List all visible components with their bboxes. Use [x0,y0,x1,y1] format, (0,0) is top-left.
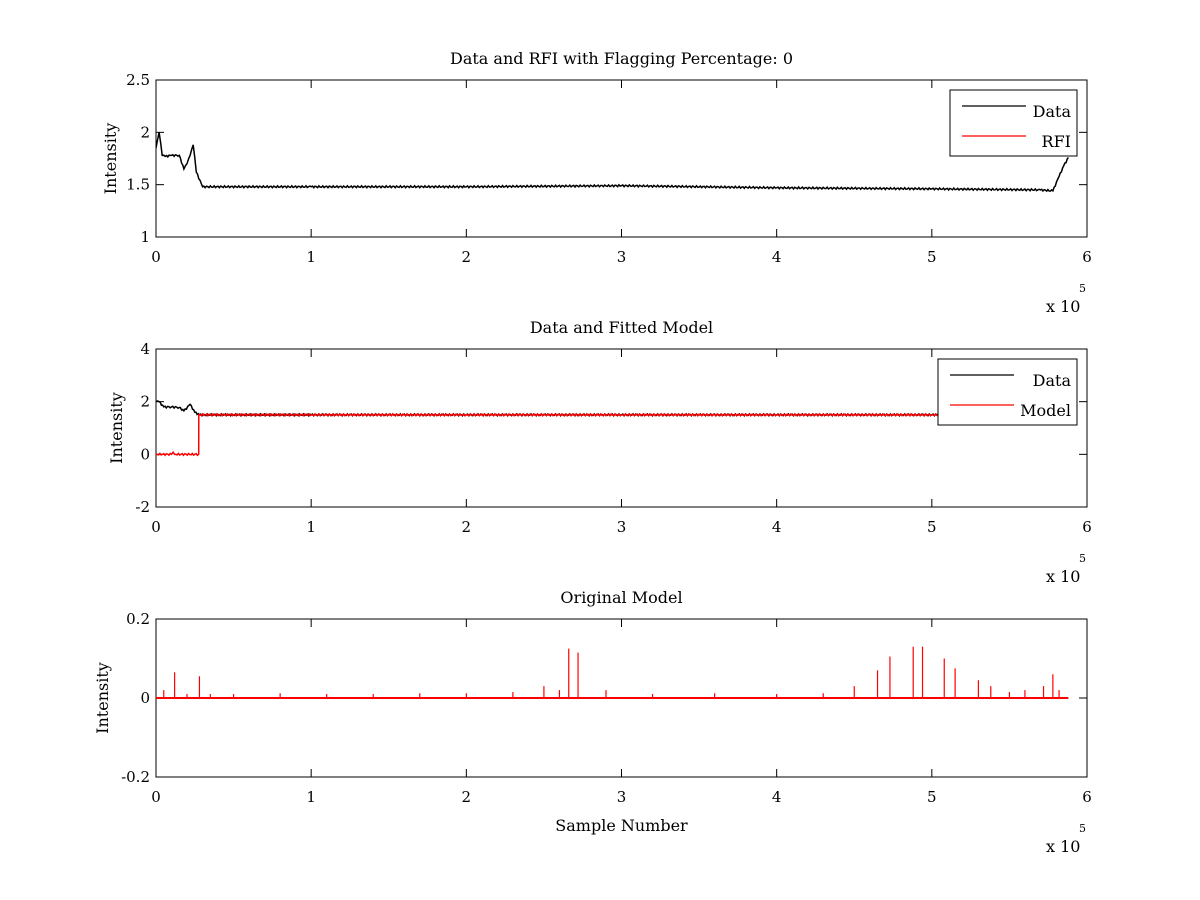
plot-area [156,646,1069,699]
y-tick-label: 0 [140,689,150,707]
x-tick-label: 5 [927,248,937,266]
x-tick-label: 6 [1082,518,1092,536]
x-multiplier: x 10 [1046,297,1080,316]
y-tick-label: -2 [135,498,150,516]
y-tick-label: 2.5 [126,71,150,89]
x-tick-label: 3 [617,518,627,536]
x-tick-label: 1 [306,248,316,266]
y-tick-label: 1 [140,228,150,246]
x-multiplier-exponent: 5 [1079,552,1086,565]
y-tick-label: 2 [140,123,150,141]
x-tick-label: 0 [151,788,161,806]
y-axis-label: Intensity [93,662,112,734]
legend: Data Model [937,358,1078,426]
series-line-model [156,412,1069,457]
x-tick-label: 0 [151,248,161,266]
x-tick-label: 1 [306,518,316,536]
x-tick-label: 6 [1082,788,1092,806]
x-tick-label: 4 [772,518,782,536]
subplot-title: Data and RFI with Flagging Percentage: 0 [450,49,793,68]
subplot-title: Data and Fitted Model [530,318,713,337]
x-tick-label: 5 [927,518,937,536]
legend: Data RFI [949,89,1078,157]
y-tick-label: 1.5 [126,176,150,194]
x-tick-label: 3 [617,248,627,266]
plot-area [156,132,1069,193]
x-tick-label: 4 [772,788,782,806]
subplot-1: Data and RFI with Flagging Percentage: 0… [101,49,1092,316]
y-tick-label: 2 [140,393,150,411]
x-tick-label: 2 [462,518,472,536]
legend-box [949,89,1078,157]
y-axis-label: Intensity [107,392,126,464]
x-tick-label: 0 [151,518,161,536]
y-axis-label: Intensity [101,123,120,195]
series-line-data [156,132,1069,193]
x-multiplier-exponent: 5 [1079,282,1086,295]
legend-label: Model [1020,401,1071,420]
axes-box [155,348,1088,508]
x-axis-label: Sample Number [555,816,688,835]
y-tick-label: 4 [140,340,150,358]
x-tick-label: 4 [772,248,782,266]
x-tick-label: 3 [617,788,627,806]
axes-box [155,79,1088,238]
x-tick-label: 2 [462,248,472,266]
legend-label: RFI [1042,132,1071,151]
x-tick-label: 1 [306,788,316,806]
subplot-title: Original Model [560,588,682,607]
x-multiplier-exponent: 5 [1079,822,1086,835]
legend-label: Data [1033,371,1072,390]
y-tick-label: 0.2 [126,610,150,628]
plot-area [156,400,1069,457]
x-multiplier: x 10 [1046,837,1080,856]
x-tick-label: 5 [927,788,937,806]
y-tick-label: -0.2 [121,768,150,786]
x-tick-label: 6 [1082,248,1092,266]
legend-box [937,358,1078,426]
x-multiplier: x 10 [1046,567,1080,586]
x-tick-label: 2 [462,788,472,806]
legend-label: Data [1033,102,1072,121]
y-tick-label: 0 [140,445,150,463]
